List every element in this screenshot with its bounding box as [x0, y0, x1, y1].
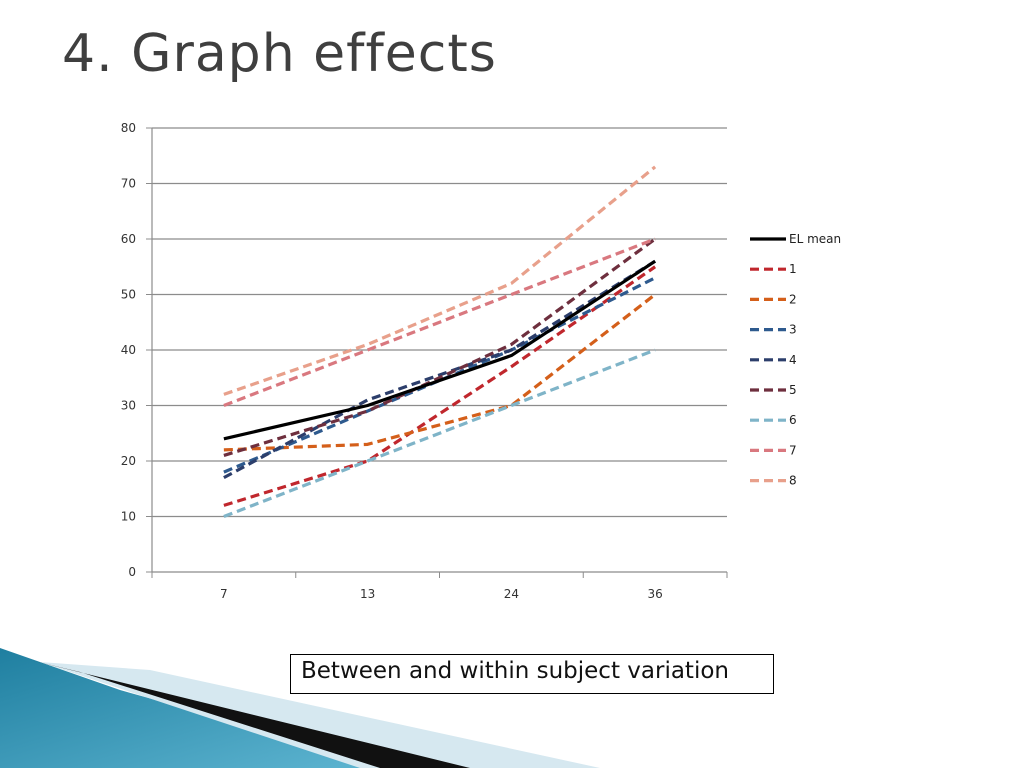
y-tick-label: 70	[121, 177, 136, 191]
x-tick-label: 7	[220, 587, 228, 601]
y-tick-label: 0	[128, 565, 136, 579]
legend-label: 5	[789, 383, 797, 397]
y-tick-label: 20	[121, 454, 136, 468]
swoosh-light-shape	[40, 662, 600, 768]
y-tick-label: 10	[121, 510, 136, 524]
legend-label: 3	[789, 323, 797, 337]
legend-label: 1	[789, 262, 797, 276]
x-tick-label: 24	[504, 587, 519, 601]
legend-label: EL mean	[789, 232, 841, 246]
swoosh-black-shape	[30, 660, 470, 768]
legend-label: 8	[789, 474, 797, 488]
series-line-5	[223, 237, 657, 457]
swoosh-teal-shape	[0, 648, 400, 768]
y-tick-label: 30	[121, 399, 136, 413]
caption-box: Between and within subject variation	[290, 654, 774, 694]
y-tick-label: 50	[121, 288, 136, 302]
y-tick-label: 60	[121, 232, 136, 246]
chart-legend: EL mean 1 2 3 4 5 6 7 8	[750, 232, 841, 488]
series-line-8	[223, 165, 657, 396]
series-line-el-mean	[223, 259, 657, 441]
series-line-1	[223, 265, 657, 507]
series-line-4	[223, 259, 656, 480]
chart-gridlines	[152, 127, 727, 518]
x-tick-label: 36	[647, 587, 662, 601]
series-line-2	[223, 293, 657, 452]
series-line-6	[223, 348, 656, 518]
legend-label: 6	[789, 413, 797, 427]
legend-label: 4	[789, 353, 797, 367]
chart-series	[223, 165, 657, 518]
x-tick-label: 13	[360, 587, 375, 601]
y-tick-label: 40	[121, 343, 136, 357]
line-chart: 0 10 20 30 40 50 60 70 80 7 13 24 36 EL mean 1 2 3 4 5 6 7 8	[121, 121, 841, 601]
y-tick-label: 80	[121, 121, 136, 135]
legend-label: 2	[789, 292, 797, 306]
chart-axes: 0 10 20 30 40 50 60 70 80 7 13 24 36	[121, 121, 728, 601]
series-line-3	[223, 276, 656, 474]
legend-label: 7	[789, 443, 797, 457]
slide-title: 4. Graph effects	[62, 24, 497, 84]
series-line-7	[223, 237, 656, 407]
